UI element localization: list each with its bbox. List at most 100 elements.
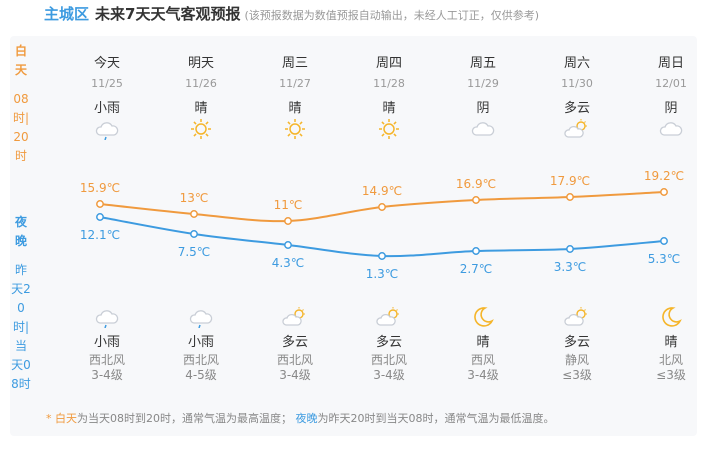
wind-direction: 西北风 [182, 353, 219, 367]
high-temperature-label: 19.2℃ [644, 169, 684, 183]
high-temperature-point [284, 217, 292, 225]
high-temperature-point [566, 193, 574, 201]
night-side-label: 夜晚 昨天20时|当天08时 [10, 213, 32, 394]
overcast-icon [658, 118, 684, 140]
wind-info: 西北风 3-4级 [359, 353, 419, 383]
night-label: 夜晚 [14, 215, 27, 248]
high-temperature-label: 15.9℃ [80, 181, 120, 195]
day-name: 周三 [281, 56, 308, 71]
low-temperature-label: 5.3℃ [648, 252, 681, 266]
overcast-icon [470, 118, 496, 140]
wind-direction: 西北风 [276, 353, 313, 367]
day-condition: 阴 [664, 101, 678, 116]
day-name: 周四 [375, 56, 402, 71]
moon-icon [658, 306, 684, 328]
wind-direction: 西风 [470, 353, 495, 367]
day-date: 11/25 [91, 77, 123, 90]
low-temperature-label: 2.7℃ [460, 262, 493, 276]
low-temperature-point [284, 241, 292, 249]
low-temperature-label: 1.3℃ [366, 267, 399, 281]
high-temperature-label: 11℃ [274, 198, 303, 212]
day-date: 11/27 [279, 77, 311, 90]
high-temperature-point [660, 188, 668, 196]
light-rain-icon [94, 306, 120, 329]
low-temperature-point [566, 245, 574, 253]
footer-night-text: 为昨天20时到当天08时，通常气温为最低温度。 [317, 412, 555, 425]
wind-direction: 西北风 [88, 353, 125, 367]
day-condition: 多云 [563, 101, 590, 116]
wind-level: 3-4级 [373, 368, 405, 382]
sun-icon [376, 118, 402, 140]
night-condition: 小雨 [93, 335, 120, 350]
forecast-title: 未来7天天气客观预报 [95, 5, 241, 23]
day-name: 明天 [187, 56, 214, 71]
low-temperature-point [378, 252, 386, 260]
high-temperature-point [190, 210, 198, 218]
footer-star: * [46, 412, 52, 425]
night-range: 昨天20时|当天08时 [11, 263, 31, 391]
wind-info: 静风 ≤3级 [547, 353, 607, 383]
high-temperature-label: 17.9℃ [550, 174, 590, 188]
partly-cloudy-icon [376, 306, 402, 328]
high-temperature-label: 16.9℃ [456, 177, 496, 191]
wind-info: 北风 ≤3级 [641, 353, 701, 383]
day-range: 08时|20时 [12, 92, 30, 163]
day-date: 11/30 [561, 77, 593, 90]
day-condition: 晴 [382, 101, 396, 116]
day-name: 周五 [469, 56, 496, 71]
light-rain-icon [188, 306, 214, 329]
sun-icon [282, 118, 308, 140]
wind-level: 3-4级 [91, 368, 123, 382]
day-name: 周六 [563, 56, 590, 71]
night-condition: 晴 [476, 335, 490, 350]
high-temperature-point [96, 200, 104, 208]
light-rain-icon [94, 118, 120, 141]
partly-cloudy-icon [282, 306, 308, 328]
footer-day-text: 为当天08时到20时，通常气温为最高温度； [77, 412, 292, 425]
low-temperature-label: 3.3℃ [554, 260, 587, 274]
footer-note: * 白天为当天08时到20时，通常气温为最高温度； 夜晚为昨天20时到当天08时… [46, 410, 555, 426]
low-temperature-label: 7.5℃ [178, 245, 211, 259]
city-name: 主城区 [44, 5, 90, 23]
night-condition: 多云 [281, 335, 308, 350]
wind-level: ≤3级 [562, 368, 592, 382]
forecast-card [10, 36, 697, 436]
high-temperature-point [378, 203, 386, 211]
night-condition: 多云 [375, 335, 402, 350]
partly-cloudy-icon [564, 306, 590, 328]
day-side-label: 白天 08时|20时 [10, 42, 32, 166]
day-condition: 小雨 [93, 101, 120, 116]
moon-icon [470, 306, 496, 328]
night-condition: 晴 [664, 335, 678, 350]
day-condition: 阴 [476, 101, 490, 116]
low-temperature-point [96, 213, 104, 221]
wind-level: 4-5级 [185, 368, 217, 382]
night-condition: 多云 [563, 335, 590, 350]
wind-info: 西北风 3-4级 [265, 353, 325, 383]
day-date: 11/29 [467, 77, 499, 90]
wind-direction: 北风 [658, 353, 683, 367]
high-temperature-point [472, 196, 480, 204]
sun-icon [188, 118, 214, 140]
low-temperature-point [472, 247, 480, 255]
low-temperature-point [660, 237, 668, 245]
wind-level: 3-4级 [279, 368, 311, 382]
day-condition: 晴 [288, 101, 302, 116]
footer-night-label: 夜晚 [295, 412, 318, 425]
wind-direction: 西北风 [370, 353, 407, 367]
partly-cloudy-icon [564, 118, 590, 140]
forecast-disclaimer: (该预报数据为数值预报自动输出，未经人工订正，仅供参考) [244, 9, 540, 22]
page-title: 主城区 未来7天天气客观预报 (该预报数据为数值预报自动输出，未经人工订正，仅供参考… [44, 3, 539, 24]
day-date: 11/28 [373, 77, 405, 90]
day-name: 周日 [657, 56, 684, 71]
day-date: 11/26 [185, 77, 217, 90]
low-temperature-label: 12.1℃ [80, 228, 120, 242]
footer-day-label: 白天 [55, 412, 77, 425]
day-date: 12/01 [655, 77, 687, 90]
wind-direction: 静风 [564, 353, 589, 367]
wind-level: ≤3级 [656, 368, 686, 382]
day-name: 今天 [93, 56, 120, 71]
high-temperature-label: 14.9℃ [362, 184, 402, 198]
wind-info: 西北风 3-4级 [77, 353, 137, 383]
